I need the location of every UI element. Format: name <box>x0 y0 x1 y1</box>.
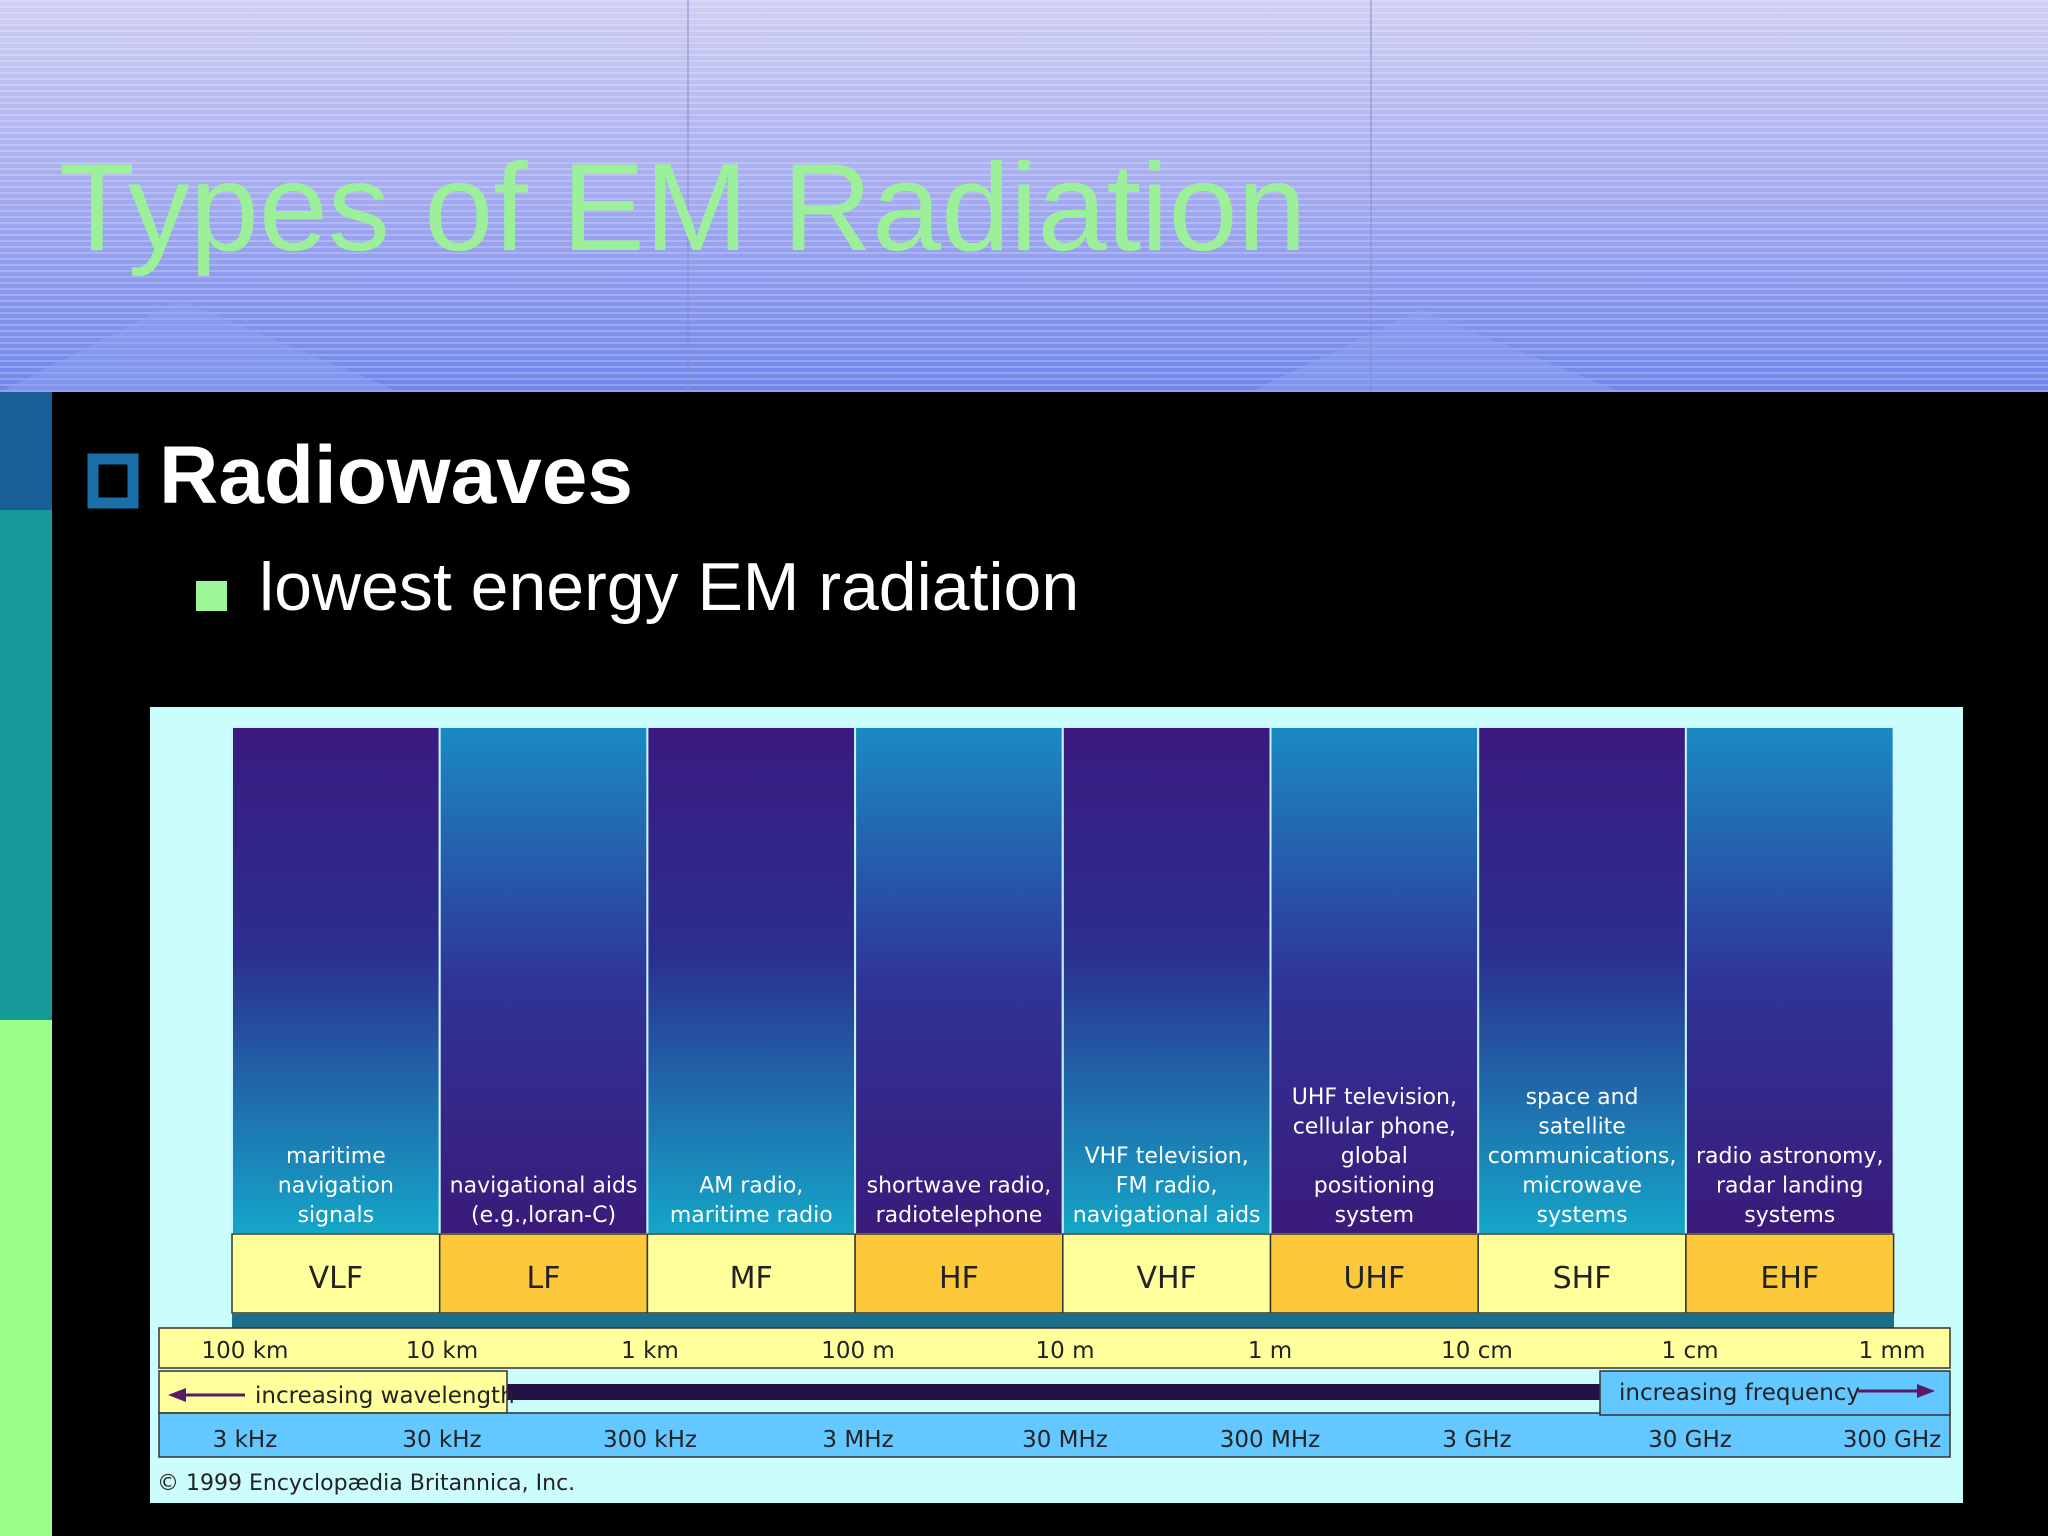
band-use: AM radio, <box>699 1174 803 1199</box>
header-wave <box>1250 310 1620 392</box>
band-box <box>1062 1233 1272 1314</box>
frequency-row <box>158 1412 1951 1458</box>
band-use: (e.g.,loran-C) <box>471 1203 616 1228</box>
band-box <box>646 1233 856 1314</box>
band-use: maritime radio <box>670 1203 833 1228</box>
band-use: systems <box>1537 1203 1628 1228</box>
band-use: communications, <box>1488 1144 1677 1169</box>
band-use: radio astronomy, <box>1696 1144 1884 1169</box>
band-name: VLF <box>309 1261 364 1296</box>
wavelength-arrow-text: increasing wavelength <box>255 1383 515 1409</box>
band-name: MF <box>730 1261 773 1296</box>
wavelength-arrow-box <box>158 1370 508 1414</box>
sub-bullet-icon <box>196 581 227 611</box>
wavelength-label: 100 m <box>821 1338 895 1364</box>
side-stripe <box>0 510 52 1020</box>
band-column <box>1269 726 1480 1235</box>
sub-bullet-text: lowest energy EM radiation <box>259 549 1079 625</box>
band-use: space and <box>1526 1085 1639 1110</box>
band-use: navigational aids <box>450 1174 638 1199</box>
band-column <box>231 726 441 1235</box>
wavelength-row <box>158 1327 1951 1369</box>
wavelength-label: 10 cm <box>1441 1338 1513 1364</box>
slide-title: Types of EM Radiation <box>59 139 1307 277</box>
wavelength-label: 1 m <box>1248 1338 1292 1364</box>
band-use: radar landing <box>1716 1174 1864 1199</box>
frequency-label: 300 MHz <box>1220 1427 1320 1453</box>
band-box <box>1477 1233 1687 1314</box>
frequency-label: 300 GHz <box>1843 1427 1941 1453</box>
band-column <box>1684 726 1895 1235</box>
band-use: global <box>1341 1144 1408 1169</box>
band-use: VHF television, <box>1085 1144 1249 1169</box>
frequency-label: 3 kHz <box>213 1427 278 1453</box>
strip <box>232 1313 1894 1328</box>
wavelength-label: 100 km <box>202 1338 289 1364</box>
wavelength-label: 1 km <box>621 1338 679 1364</box>
side-stripe <box>0 1020 52 1536</box>
frequency-arrow-text: increasing frequency <box>1619 1380 1860 1406</box>
band-use: UHF television, <box>1292 1085 1457 1110</box>
band-use: systems <box>1744 1203 1835 1228</box>
wavelength-label: 1 mm <box>1859 1338 1926 1364</box>
frequency-label: 3 MHz <box>822 1427 893 1453</box>
band-use: signals <box>298 1203 375 1228</box>
band-use: microwave <box>1522 1174 1642 1199</box>
band-box <box>1269 1233 1479 1314</box>
strip <box>159 1384 1950 1400</box>
band-use: positioning <box>1314 1174 1435 1199</box>
band-column <box>438 726 649 1235</box>
band-name: HF <box>939 1261 979 1296</box>
band-use: navigation <box>278 1174 394 1199</box>
band-use: navigational aids <box>1073 1203 1261 1228</box>
arrow-head <box>168 1388 186 1402</box>
bullet-text: Radiowaves <box>159 430 633 521</box>
band-box <box>438 1233 649 1314</box>
band-use: FM radio, <box>1116 1174 1218 1199</box>
header-stripes <box>0 0 2048 392</box>
frequency-label: 300 kHz <box>603 1427 697 1453</box>
frequency-label: 30 GHz <box>1648 1427 1732 1453</box>
band-column <box>1477 726 1687 1235</box>
band-name: EHF <box>1760 1261 1819 1296</box>
band-use: radiotelephone <box>876 1203 1043 1228</box>
frequency-label: 30 kHz <box>402 1427 481 1453</box>
frequency-label: 3 GHz <box>1442 1427 1511 1453</box>
copyright: © 1999 Encyclopædia Britannica, Inc. <box>157 1471 575 1496</box>
arrow-head <box>1917 1384 1935 1398</box>
wavelength-label: 10 m <box>1036 1338 1095 1364</box>
diagram: maritime navigation signals VLF navigational… <box>157 726 1951 1496</box>
band-column <box>646 726 857 1235</box>
header-wave <box>0 300 400 392</box>
band-name: LF <box>527 1261 561 1296</box>
band-use: cellular phone, <box>1293 1115 1456 1140</box>
side-stripe <box>0 392 52 510</box>
bullet-icon <box>87 453 139 509</box>
band-use: shortwave radio, <box>867 1174 1052 1199</box>
band-name: VHF <box>1136 1261 1196 1296</box>
band-use: system <box>1335 1203 1415 1228</box>
wavelength-label: 1 cm <box>1662 1338 1719 1364</box>
band-column <box>1061 726 1272 1235</box>
band-use: maritime <box>286 1144 386 1169</box>
band-column <box>854 726 1064 1235</box>
band-box <box>1685 1233 1895 1314</box>
frequency-arrow-box <box>1599 1370 1951 1416</box>
band-name: UHF <box>1343 1261 1405 1296</box>
frequency-label: 30 MHz <box>1022 1427 1108 1453</box>
wavelength-label: 10 km <box>406 1338 478 1364</box>
band-use: satellite <box>1538 1115 1626 1140</box>
band-name: SHF <box>1553 1261 1612 1296</box>
